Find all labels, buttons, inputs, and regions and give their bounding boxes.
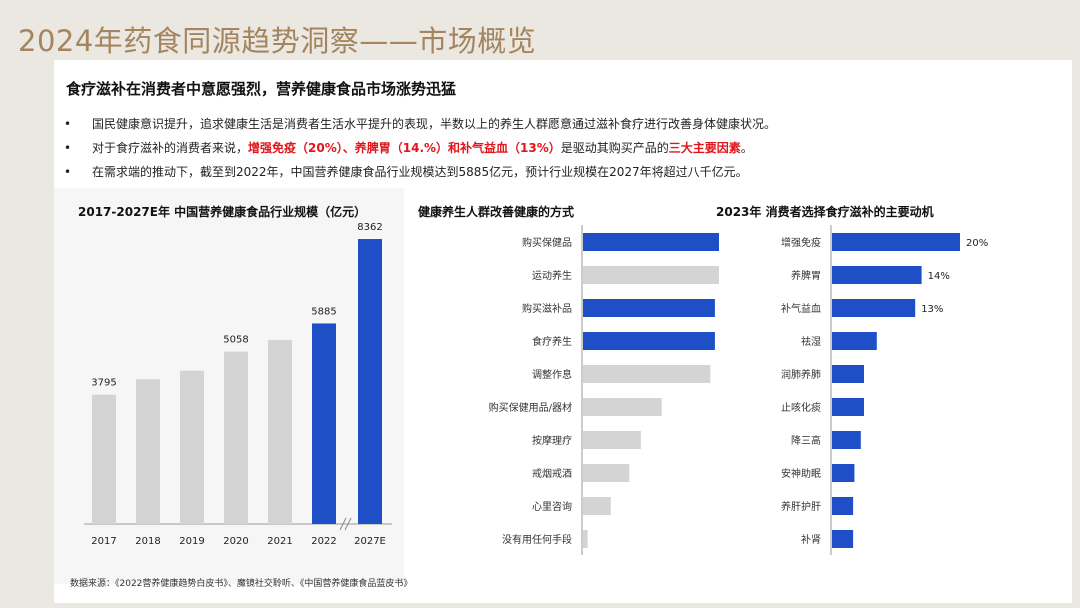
bar-润肺养肺 — [832, 365, 864, 383]
data-label: 8362 — [357, 222, 382, 233]
bullet-item: • 对于食疗滋补的消费者来说，增强免疫（20%）、养脾胃（14.%）和补气益血（… — [64, 136, 1064, 160]
bar-运动养生 — [583, 266, 719, 284]
data-source: 数据来源：《2022营养健康趋势白皮书》、魔镜社交聆听、《中国营养健康食品蓝皮书… — [70, 579, 413, 589]
chart-title-motivations: 2023年 消费者选择食疗滋补的主要动机 — [716, 205, 934, 219]
bullet-dot: • — [64, 141, 72, 155]
bar-2021 — [268, 339, 292, 524]
y-tick-label: 增强免疫 — [781, 236, 821, 249]
bullet-text: 国民健康意识提升，追求健康生活是消费者生活水平提升的表现，半数以上的养生人群愿意… — [92, 117, 777, 131]
bar-购买保健用品/器材 — [583, 398, 662, 416]
bullet-highlight: 三大主要因素 — [668, 141, 741, 155]
x-tick-label: 2020 — [223, 536, 248, 547]
bar-2020 — [224, 351, 248, 524]
y-tick-label: 止咳化痰 — [781, 401, 821, 414]
bar-没有用任何手段 — [583, 530, 588, 548]
x-tick-label: 2021 — [267, 536, 292, 547]
bullet-text: 在需求端的推动下，截至到2022年，中国营养健康食品行业规模达到5885亿元，预… — [92, 165, 748, 179]
y-tick-label: 降三高 — [791, 434, 821, 447]
y-tick-label: 补气益血 — [781, 302, 821, 315]
data-label: 5058 — [223, 335, 248, 346]
y-tick-label: 购买保健品 — [522, 236, 572, 249]
bar-祛湿 — [832, 332, 877, 350]
bar-购买滋补品 — [583, 299, 715, 317]
market-size-chart: 2017 3795 2018 2019 2020 5058 2021 2022 5885 2027… — [84, 222, 392, 547]
section-subtitle: 食疗滋补在消费者中意愿强烈，营养健康食品市场涨势迅猛 — [66, 80, 457, 98]
page-title: 2024年药食同源趋势洞察——市场概览 — [18, 24, 537, 58]
y-tick-label: 按摩理疗 — [532, 434, 572, 447]
axis-break-mark — [339, 517, 347, 531]
bar-安神助眠 — [832, 464, 855, 482]
bar-2027E — [358, 239, 382, 524]
x-tick-label: 2018 — [135, 536, 160, 547]
bar-降三高 — [832, 431, 861, 449]
bar-2018 — [136, 379, 160, 524]
y-tick-label: 安神助眠 — [781, 467, 821, 480]
x-tick-label: 2022 — [311, 536, 336, 547]
bar-养脾胃 — [832, 266, 922, 284]
bar-戒烟戒酒 — [583, 464, 630, 482]
bullet-highlight: 增强免疫（20%）、养脾胃（14.%）和补气益血（13%） — [248, 141, 561, 155]
bar-购买保健品 — [583, 233, 719, 251]
y-tick-label: 润肺养肺 — [781, 368, 821, 381]
y-tick-label: 养肝护肝 — [781, 500, 821, 513]
data-label: 14% — [928, 271, 950, 282]
chart-title-market-size: 2017-2027E年 中国营养健康食品行业规模（亿元） — [78, 205, 367, 219]
bar-调整作息 — [583, 365, 711, 383]
bullet-text: 对于食疗滋补的消费者来说， — [92, 141, 249, 155]
health-methods-chart: 购买保健品64%运动养生购买滋补品57%食疗养生57%调整作息购买保健用品/器材… — [489, 225, 719, 555]
y-tick-label: 购买保健用品/器材 — [489, 401, 572, 414]
bullet-item: • 在需求端的推动下，截至到2022年，中国营养健康食品行业规模达到5885亿元… — [64, 160, 1064, 184]
bullet-text: 。 — [740, 141, 753, 155]
y-tick-label: 养脾胃 — [791, 269, 821, 282]
y-tick-label: 食疗养生 — [532, 335, 572, 348]
bar-补肾 — [832, 530, 854, 548]
bullet-dot: • — [64, 165, 72, 179]
y-tick-label: 补肾 — [801, 533, 821, 546]
bullet-list: • 国民健康意识提升，追求健康生活是消费者生活水平提升的表现，半数以上的养生人群… — [64, 112, 1064, 184]
bar-养肝护肝 — [832, 497, 854, 515]
bullet-dot: • — [64, 117, 72, 131]
bar-增强免疫 — [832, 233, 960, 251]
bar-2019 — [180, 370, 204, 524]
bar-心里咨询 — [583, 497, 611, 515]
data-label: 5885 — [311, 306, 336, 317]
y-tick-label: 祛湿 — [801, 335, 821, 348]
data-label: 20% — [966, 238, 988, 249]
bar-2022 — [312, 323, 336, 524]
bar-补气益血 — [832, 299, 916, 317]
y-tick-label: 调整作息 — [532, 368, 572, 381]
y-tick-label: 购买滋补品 — [522, 302, 572, 315]
x-tick-label: 2017 — [91, 536, 116, 547]
axis-break-mark — [344, 517, 352, 531]
y-tick-label: 运动养生 — [532, 269, 572, 282]
bar-止咳化痰 — [832, 398, 864, 416]
bar-2017 — [92, 394, 116, 524]
bullet-item: • 国民健康意识提升，追求健康生活是消费者生活水平提升的表现，半数以上的养生人群… — [64, 112, 1064, 136]
x-tick-label: 2027E — [354, 536, 386, 547]
bar-食疗养生 — [583, 332, 715, 350]
y-tick-label: 没有用任何手段 — [502, 533, 572, 546]
data-label: 3795 — [91, 378, 116, 389]
bullet-text: 是驱动其购买产品的 — [560, 141, 669, 155]
content-card: 食疗滋补在消费者中意愿强烈，营养健康食品市场涨势迅猛 • 国民健康意识提升，追求… — [54, 60, 1072, 603]
bar-按摩理疗 — [583, 431, 641, 449]
motivations-chart: 增强免疫 20% 养脾胃 14% 补气益血 13% 祛湿润肺养肺止咳化痰降三高安神助眠养肝护… — [781, 225, 988, 555]
data-label: 13% — [921, 304, 943, 315]
y-tick-label: 心里咨询 — [532, 500, 572, 513]
chart-title-health-methods: 健康养生人群改善健康的方式 — [418, 205, 575, 219]
x-tick-label: 2019 — [179, 536, 204, 547]
y-tick-label: 戒烟戒酒 — [532, 467, 572, 480]
